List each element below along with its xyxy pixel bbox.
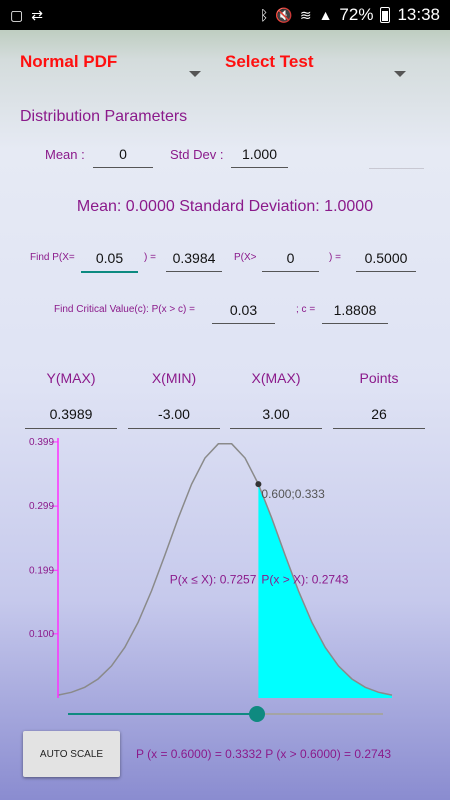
xmin-input[interactable]: -3.00 bbox=[128, 406, 220, 429]
find-p-gt-label: P(X> bbox=[234, 252, 257, 263]
find-p-gt-eq: ) = bbox=[329, 252, 341, 263]
find-p-lt-result: 0.3984 bbox=[166, 250, 222, 272]
auto-scale-button[interactable]: AUTO SCALE bbox=[23, 731, 120, 777]
wifi-icon: ≋ bbox=[299, 6, 312, 23]
points-input[interactable]: 26 bbox=[333, 406, 425, 429]
test-spinner[interactable]: Select Test bbox=[225, 52, 314, 71]
clock: 13:38 bbox=[397, 5, 440, 24]
y-tick-label: 0.100 bbox=[29, 629, 54, 640]
chevron-down-icon[interactable] bbox=[189, 71, 201, 77]
critical-c-result: 1.8808 bbox=[322, 302, 388, 324]
find-p-lt-label: Find P(X= bbox=[30, 252, 75, 263]
critical-input[interactable]: 0.03 bbox=[212, 302, 275, 324]
critical-label: Find Critical Value(c): P(x > c) = bbox=[54, 304, 195, 315]
marker-label: 0.600;0.333 bbox=[261, 487, 325, 501]
right-area-label: P(x > X): 0.2743 bbox=[261, 573, 348, 587]
marker-point bbox=[255, 481, 262, 488]
mean-input[interactable]: 0 bbox=[93, 146, 153, 168]
slider-thumb[interactable] bbox=[249, 706, 265, 722]
pdf-curve bbox=[57, 443, 393, 696]
y-tick-label: 0.199 bbox=[29, 565, 54, 576]
left-area-label: P(x ≤ X): 0.7257 bbox=[170, 573, 257, 587]
result-text: P (x = 0.6000) = 0.3332 P (x > 0.6000) =… bbox=[136, 747, 392, 761]
find-p-lt-input[interactable]: 0.05 bbox=[81, 250, 138, 273]
points-header: Points bbox=[359, 370, 399, 386]
std-dev-label: Std Dev : bbox=[170, 147, 224, 162]
blank-input[interactable] bbox=[369, 168, 424, 169]
mean-label: Mean : bbox=[45, 147, 85, 162]
xmin-header: X(MIN) bbox=[151, 370, 197, 386]
signal-icon: ▲ bbox=[318, 7, 333, 23]
bluetooth-icon: ᛒ bbox=[259, 7, 269, 23]
slider-fill bbox=[68, 713, 257, 715]
battery-percent: 72% bbox=[339, 5, 374, 24]
ymax-input[interactable]: 0.3989 bbox=[25, 406, 117, 429]
critical-c-label: ; c = bbox=[296, 304, 316, 315]
xmax-header: X(MAX) bbox=[251, 370, 301, 386]
section-title: Distribution Parameters bbox=[20, 108, 188, 125]
screenshot-icon: ▢ bbox=[10, 6, 24, 23]
chevron-down-icon[interactable] bbox=[394, 71, 406, 77]
status-bar: ▢ ⇄ ᛒ 🔇 ≋ ▲ 72% 13:38 bbox=[0, 0, 450, 30]
find-p-gt-input[interactable]: 0 bbox=[262, 250, 319, 272]
summary-text: Mean: 0.0000 Standard Deviation: 1.0000 bbox=[76, 198, 374, 215]
distribution-spinner[interactable]: Normal PDF bbox=[20, 52, 118, 71]
ymax-header: Y(MAX) bbox=[46, 370, 96, 386]
battery-icon bbox=[380, 7, 391, 23]
y-tick-label: 0.399 bbox=[29, 437, 54, 448]
mute-icon: 🔇 bbox=[275, 6, 293, 23]
usb-icon: ⇄ bbox=[31, 6, 43, 23]
find-p-lt-eq: ) = bbox=[144, 252, 156, 263]
pdf-chart[interactable]: 0.399 0.299 0.199 0.100 0.600;0.333 P(x ≤ X):… bbox=[0, 430, 450, 700]
y-tick-label: 0.299 bbox=[29, 501, 54, 512]
find-p-gt-result: 0.5000 bbox=[356, 250, 416, 272]
right-tail-area bbox=[258, 484, 392, 698]
xmax-input[interactable]: 3.00 bbox=[230, 406, 322, 429]
std-dev-input[interactable]: 1.000 bbox=[231, 146, 288, 168]
